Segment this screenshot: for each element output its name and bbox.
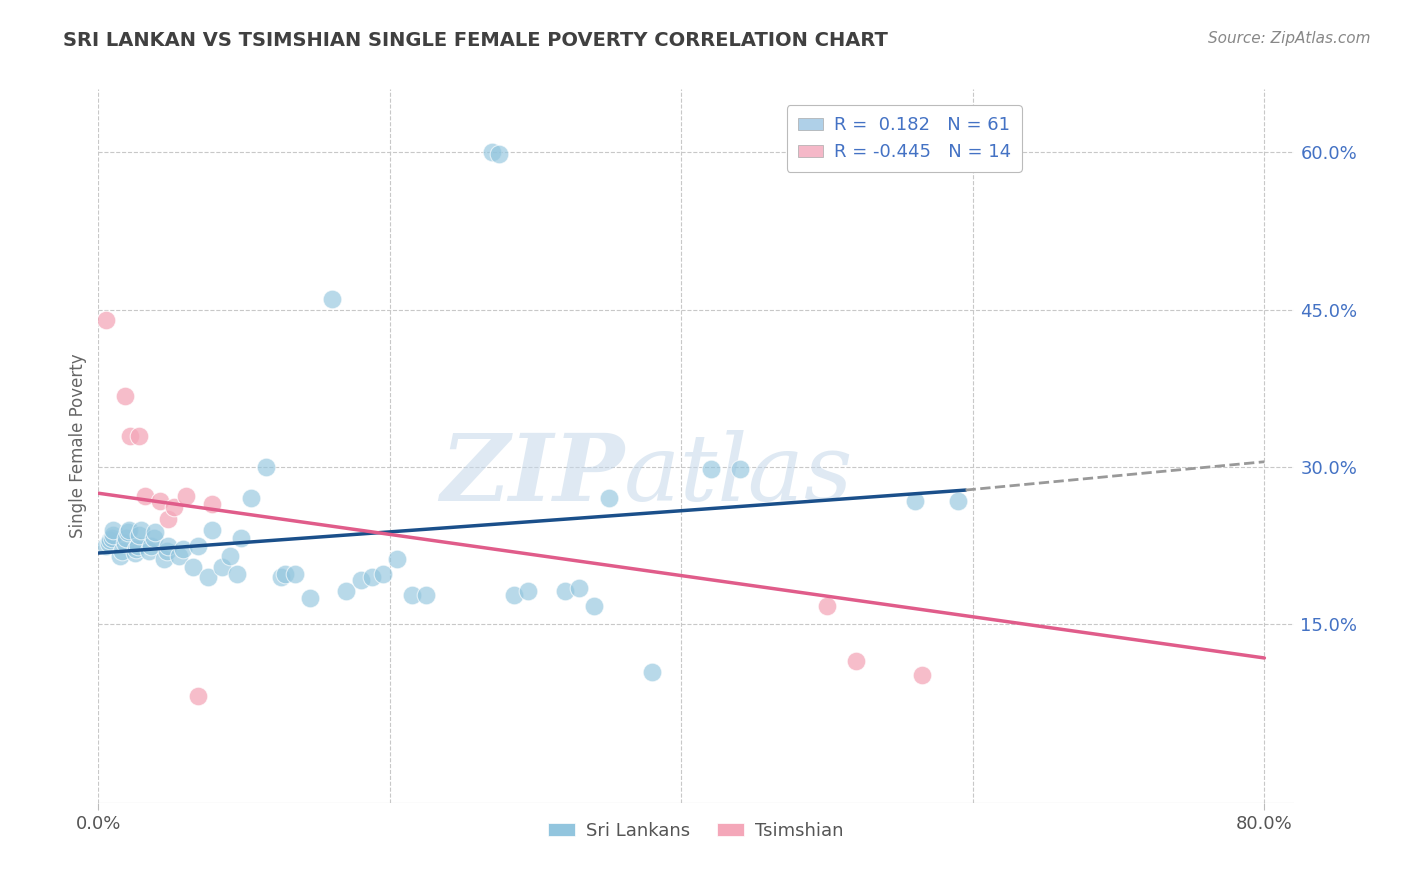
Point — [157, 539, 180, 553]
Legend: Sri Lankans, Tsimshian: Sri Lankans, Tsimshian — [541, 815, 851, 847]
Point — [101, 528, 124, 542]
Point — [699, 462, 721, 476]
Point — [129, 523, 152, 537]
Point — [128, 428, 150, 442]
Point — [186, 689, 208, 703]
Point — [554, 583, 576, 598]
Point — [163, 500, 186, 514]
Point — [124, 546, 146, 560]
Point — [517, 583, 540, 598]
Point — [502, 588, 524, 602]
Point — [94, 313, 117, 327]
Text: atlas: atlas — [624, 430, 853, 519]
Point — [120, 428, 142, 442]
Point — [110, 549, 132, 564]
Point — [128, 528, 150, 542]
Point — [98, 533, 121, 548]
Point — [125, 541, 148, 556]
Point — [197, 570, 219, 584]
Point — [903, 493, 925, 508]
Point — [127, 539, 149, 553]
Point — [167, 549, 190, 564]
Point — [415, 588, 437, 602]
Point — [225, 567, 247, 582]
Point — [488, 147, 510, 161]
Point — [139, 539, 162, 553]
Point — [568, 581, 591, 595]
Point — [100, 532, 122, 546]
Point — [371, 567, 394, 582]
Point — [815, 599, 838, 613]
Point — [114, 535, 136, 549]
Point — [845, 654, 868, 668]
Point — [157, 512, 180, 526]
Point — [94, 539, 117, 553]
Point — [181, 559, 204, 574]
Point — [218, 549, 240, 564]
Point — [298, 591, 321, 606]
Point — [321, 292, 343, 306]
Point — [385, 552, 409, 566]
Point — [143, 524, 166, 539]
Point — [598, 491, 620, 506]
Point — [401, 588, 423, 602]
Point — [153, 552, 176, 566]
Point — [211, 559, 233, 574]
Point — [335, 583, 357, 598]
Point — [641, 665, 664, 679]
Point — [231, 532, 253, 546]
Point — [149, 493, 172, 508]
Point — [361, 570, 384, 584]
Point — [172, 541, 194, 556]
Point — [138, 544, 160, 558]
Point — [114, 389, 136, 403]
Point — [201, 523, 224, 537]
Point — [101, 523, 124, 537]
Point — [117, 524, 139, 539]
Point — [481, 145, 503, 160]
Point — [728, 462, 751, 476]
Point — [201, 497, 224, 511]
Point — [115, 532, 138, 546]
Point — [134, 489, 156, 503]
Point — [97, 535, 120, 549]
Point — [118, 523, 141, 537]
Point — [911, 667, 934, 681]
Point — [142, 532, 165, 546]
Point — [156, 544, 179, 558]
Point — [270, 570, 292, 584]
Point — [174, 489, 197, 503]
Point — [582, 599, 605, 613]
Text: Source: ZipAtlas.com: Source: ZipAtlas.com — [1208, 31, 1371, 46]
Point — [186, 539, 208, 553]
Text: ZIP: ZIP — [440, 430, 624, 519]
Y-axis label: Single Female Poverty: Single Female Poverty — [69, 354, 87, 538]
Point — [350, 574, 373, 588]
Point — [274, 567, 297, 582]
Point — [948, 493, 970, 508]
Point — [254, 460, 277, 475]
Point — [111, 544, 134, 558]
Point — [284, 567, 307, 582]
Text: SRI LANKAN VS TSIMSHIAN SINGLE FEMALE POVERTY CORRELATION CHART: SRI LANKAN VS TSIMSHIAN SINGLE FEMALE PO… — [63, 31, 889, 50]
Point — [240, 491, 263, 506]
